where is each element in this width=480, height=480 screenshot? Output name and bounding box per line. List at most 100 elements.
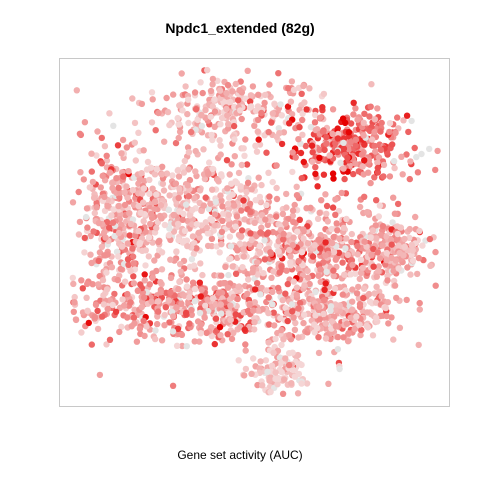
data-point xyxy=(283,190,290,198)
data-point xyxy=(124,290,131,298)
data-point xyxy=(371,174,378,181)
data-point xyxy=(264,368,271,375)
data-point xyxy=(317,266,324,273)
data-point xyxy=(315,334,322,341)
data-point xyxy=(351,325,358,333)
data-point xyxy=(404,264,411,271)
data-point xyxy=(180,210,187,217)
data-point xyxy=(257,358,264,365)
data-point xyxy=(248,236,255,244)
data-point xyxy=(196,187,204,194)
data-point xyxy=(155,308,162,315)
data-point xyxy=(241,372,248,379)
data-point xyxy=(406,175,413,183)
data-point xyxy=(322,280,329,287)
data-point xyxy=(106,297,114,304)
data-point xyxy=(218,114,226,122)
data-point xyxy=(393,294,400,302)
data-point xyxy=(286,350,293,357)
data-point xyxy=(78,329,85,336)
data-point xyxy=(119,136,127,144)
data-point xyxy=(340,139,347,146)
data-point xyxy=(301,99,308,106)
data-point xyxy=(184,144,192,151)
data-point xyxy=(359,163,366,170)
data-point xyxy=(140,185,148,192)
data-point xyxy=(400,117,407,124)
data-point xyxy=(128,323,135,330)
data-point xyxy=(125,168,132,175)
data-point xyxy=(233,179,241,187)
data-point xyxy=(185,119,192,127)
data-point xyxy=(374,164,381,172)
data-point xyxy=(350,111,357,118)
data-point xyxy=(384,277,391,284)
data-point xyxy=(149,96,156,103)
data-point xyxy=(235,169,243,177)
data-point xyxy=(249,269,256,276)
data-point xyxy=(290,366,297,374)
data-point xyxy=(139,247,146,254)
data-point xyxy=(228,161,235,168)
data-point xyxy=(326,152,333,159)
data-point xyxy=(247,230,254,237)
data-point xyxy=(178,300,185,307)
data-point xyxy=(427,262,434,269)
data-point xyxy=(108,264,116,271)
data-point xyxy=(198,122,206,130)
data-point xyxy=(396,249,403,257)
data-point xyxy=(406,234,413,241)
data-point xyxy=(269,301,276,308)
data-point xyxy=(149,274,156,281)
data-point xyxy=(255,136,262,143)
data-point xyxy=(334,333,342,341)
data-point xyxy=(211,222,218,229)
data-point xyxy=(244,179,252,186)
data-point xyxy=(130,314,138,321)
data-point xyxy=(256,242,263,250)
data-point xyxy=(396,324,404,331)
data-point xyxy=(363,322,370,329)
data-point xyxy=(248,370,255,377)
data-point xyxy=(273,162,280,169)
data-point xyxy=(291,373,299,380)
data-point xyxy=(155,109,162,117)
data-point xyxy=(371,128,378,136)
data-point xyxy=(124,240,131,247)
data-point xyxy=(352,105,359,112)
data-point xyxy=(336,235,343,242)
data-point xyxy=(163,94,170,102)
data-point xyxy=(209,186,216,193)
data-point xyxy=(143,323,150,330)
data-point xyxy=(217,142,224,149)
data-point xyxy=(161,322,168,329)
data-point xyxy=(426,235,434,243)
data-point xyxy=(132,157,139,164)
data-point xyxy=(397,224,405,231)
data-point xyxy=(212,315,220,322)
data-point xyxy=(406,225,413,233)
data-point xyxy=(298,380,305,387)
data-point xyxy=(257,229,264,236)
data-point xyxy=(343,215,350,223)
data-point xyxy=(211,108,219,115)
data-point xyxy=(298,90,305,98)
data-point xyxy=(357,256,365,263)
data-point xyxy=(288,111,296,118)
data-point xyxy=(177,261,184,268)
data-point xyxy=(135,227,142,235)
data-point xyxy=(97,184,105,191)
data-point xyxy=(283,267,290,274)
data-point xyxy=(170,211,177,219)
data-point xyxy=(291,201,298,209)
data-point xyxy=(392,257,400,264)
data-point xyxy=(89,178,97,186)
data-point xyxy=(371,116,379,123)
data-point xyxy=(329,204,337,211)
data-point xyxy=(123,183,130,190)
data-point xyxy=(189,233,197,240)
data-point xyxy=(311,242,318,249)
data-point xyxy=(405,128,412,136)
data-point xyxy=(286,331,293,339)
data-point xyxy=(161,311,168,319)
